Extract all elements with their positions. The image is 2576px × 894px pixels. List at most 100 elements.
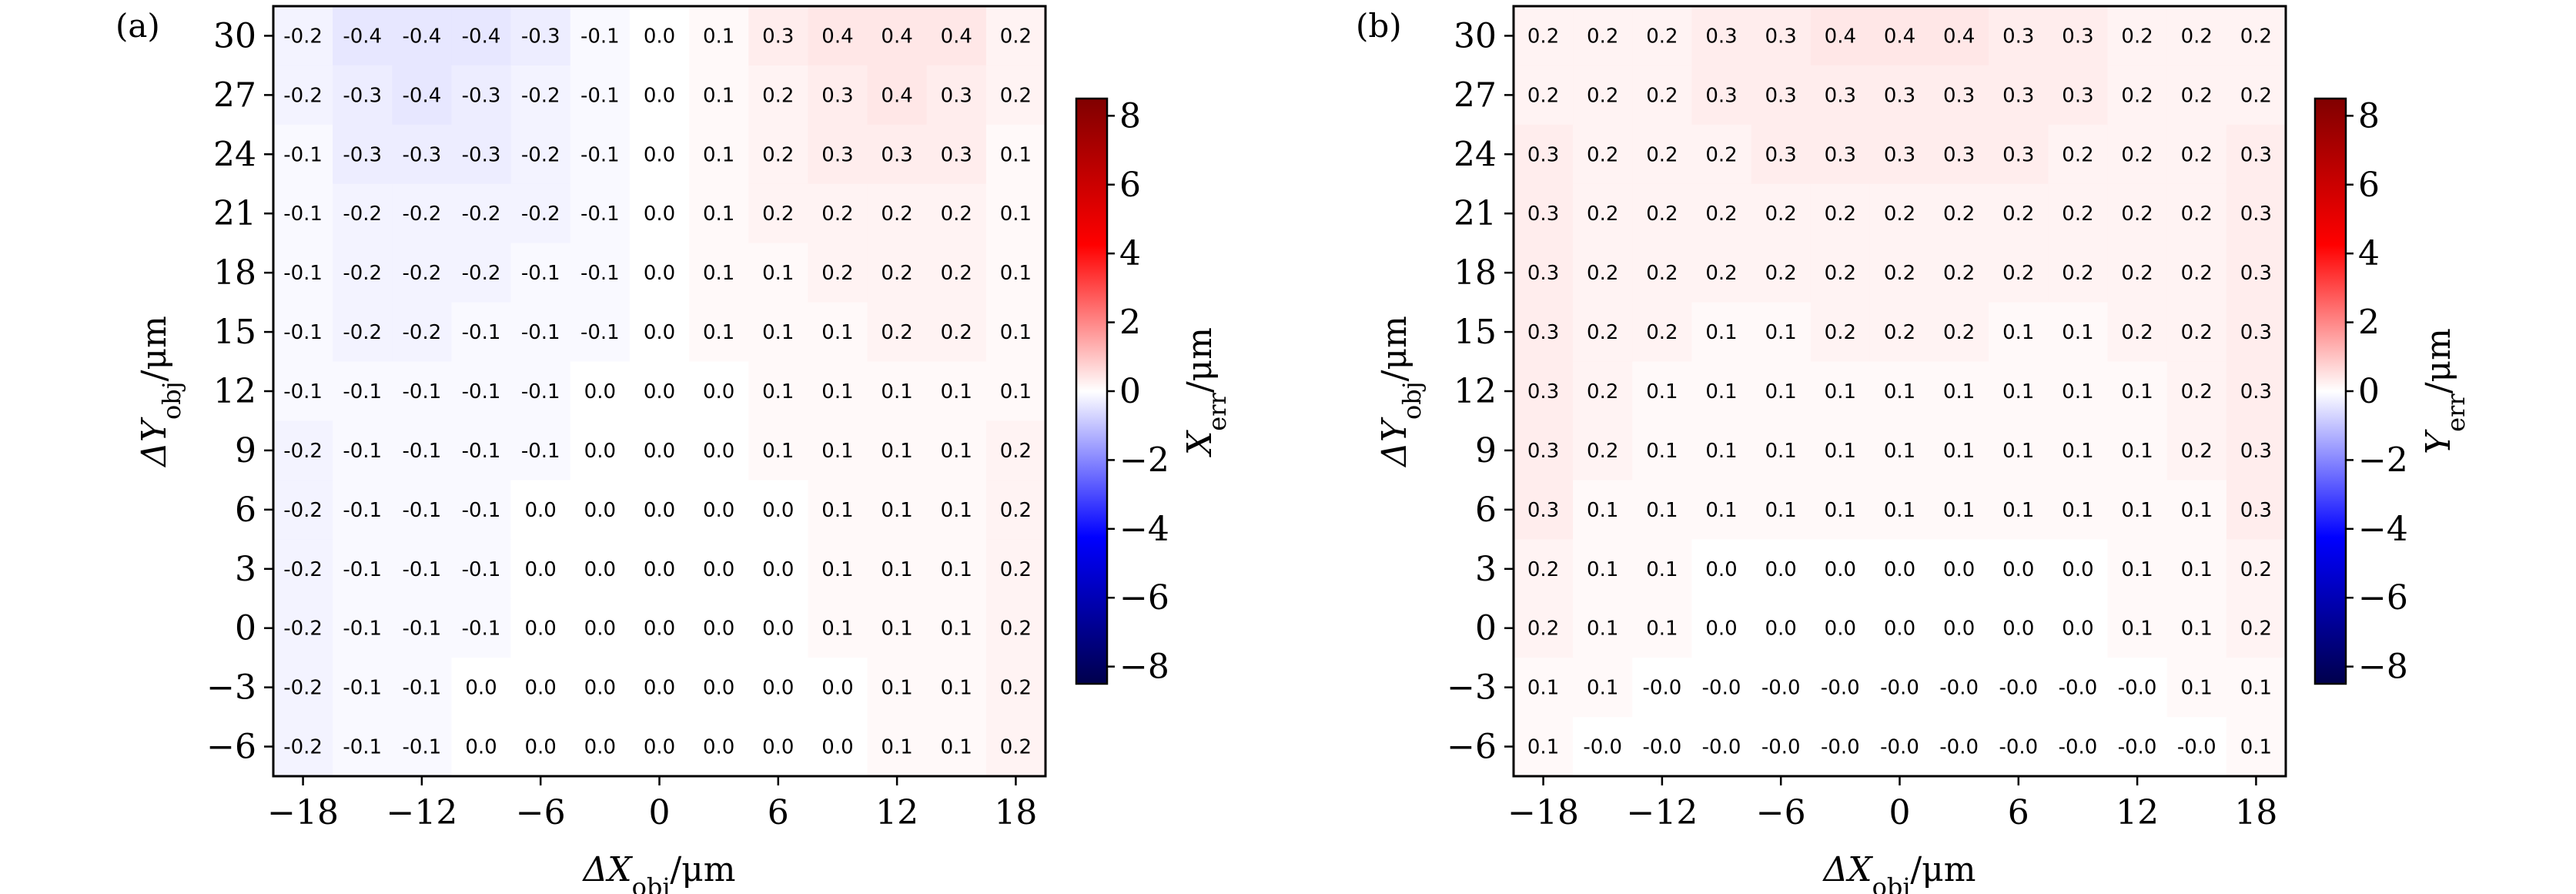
cell-value-label: 0.2	[2121, 84, 2153, 107]
cell-value-label: 0.1	[2121, 618, 2153, 641]
cell-value-label: 0.1	[821, 618, 853, 641]
heatmap-cell	[1869, 302, 1930, 363]
cell-value-label: 0.2	[1646, 25, 1678, 48]
colorbar-tick-label: −8	[1119, 648, 1169, 687]
heatmap-cell	[2166, 361, 2227, 421]
cell-value-label: -0.1	[580, 262, 620, 285]
heatmap-cell	[808, 480, 868, 540]
cell-value-label: -0.4	[403, 84, 442, 107]
heatmap-cell	[2048, 658, 2109, 718]
heatmap-cell	[1751, 361, 1812, 421]
heatmap-cell	[273, 124, 333, 185]
cell-value-label: -0.1	[580, 84, 620, 107]
heatmap-cell	[1573, 243, 1633, 303]
cell-value-label: 0.0	[1705, 618, 1737, 641]
cell-value-label: -0.2	[283, 440, 323, 463]
heatmap-cell	[510, 598, 571, 658]
heatmap-cell	[1869, 480, 1930, 540]
cell-value-label: 0.2	[2181, 321, 2213, 344]
heatmap-cell	[451, 717, 512, 777]
heatmap-cell	[985, 243, 1046, 303]
colorbar-tick-label: 0	[1119, 372, 1141, 411]
heatmap-cell	[985, 302, 1046, 363]
colorbar-tick-label: 8	[2358, 96, 2380, 136]
cell-value-label: 0.1	[2240, 677, 2272, 700]
cell-value-label: 0.2	[1527, 558, 1559, 581]
heatmap-cell	[689, 658, 749, 718]
x-tick-label: 12	[875, 793, 918, 832]
heatmap-cell	[392, 361, 452, 421]
heatmap-cell	[748, 658, 808, 718]
cell-value-label: 0.2	[1646, 84, 1678, 107]
heatmap-cell	[392, 420, 452, 480]
x-tick-label: 18	[2234, 793, 2277, 832]
heatmap-cell	[629, 183, 690, 244]
cell-value-label: 0.3	[2002, 143, 2034, 166]
cell-value-label: 0.3	[1825, 143, 1856, 166]
cell-value-label: 0.2	[2181, 380, 2213, 403]
heatmap-cell	[1573, 183, 1633, 244]
cell-value-label: 0.0	[644, 736, 675, 759]
heatmap-cell	[570, 480, 631, 540]
heatmap-cell	[333, 539, 393, 599]
heatmap-cell	[1632, 480, 1692, 540]
cell-value-label: 0.1	[1646, 440, 1678, 463]
cell-value-label: 0.1	[2121, 499, 2153, 522]
cell-value-label: 0.0	[644, 84, 675, 107]
heatmap-cell	[867, 243, 928, 303]
cell-value-label: 0.1	[1825, 440, 1856, 463]
cell-value-label: 0.0	[821, 677, 853, 700]
cell-value-label: -0.1	[580, 25, 620, 48]
heatmap-cell	[1691, 598, 1752, 658]
heatmap-cell	[1989, 598, 2049, 658]
x-tick-label: 6	[768, 793, 789, 832]
cell-value-label: 0.1	[703, 25, 734, 48]
heatmap-cell	[808, 302, 868, 363]
heatmap-cell	[2226, 717, 2287, 777]
cell-value-label: -0.1	[343, 499, 382, 522]
cell-value-label: 0.2	[1527, 25, 1559, 48]
colorbar-tick-label: −2	[1119, 440, 1169, 480]
x-axis-label: ΔXobj/μm	[582, 850, 736, 894]
heatmap-cell	[748, 539, 808, 599]
heatmap-cell	[510, 124, 571, 185]
cell-value-label: -0.0	[1999, 677, 2038, 700]
heatmap-cell	[2107, 183, 2168, 244]
cell-value-label: 0.1	[1705, 321, 1737, 344]
heatmap-cell	[1573, 65, 1633, 126]
heatmap-cell	[273, 183, 333, 244]
cell-value-label: 0.2	[762, 143, 794, 166]
cell-value-label: 0.0	[465, 677, 497, 700]
heatmap-cell	[867, 717, 928, 777]
heatmap-cell	[985, 539, 1046, 599]
cell-value-label: 0.0	[584, 380, 616, 403]
cell-value-label: 0.1	[1943, 380, 1975, 403]
heatmap-cell	[333, 243, 393, 303]
cell-value-label: 0.2	[1000, 25, 1032, 48]
cell-value-label: 0.3	[1527, 321, 1559, 344]
cell-value-label: -0.2	[283, 499, 323, 522]
cell-value-label: 0.0	[1884, 558, 1915, 581]
colorbar-tick-label: −4	[2358, 510, 2408, 549]
cell-value-label: -0.1	[343, 618, 382, 641]
heatmap-cell	[1514, 717, 1574, 777]
heatmap-cell	[1632, 302, 1692, 363]
cell-value-label: 0.0	[703, 558, 734, 581]
heatmap-cell	[1810, 539, 1871, 599]
cell-value-label: 0.0	[1765, 618, 1797, 641]
cell-value-label: 0.3	[1527, 262, 1559, 285]
heatmap-cell	[1573, 658, 1633, 718]
heatmap-cell	[985, 658, 1046, 718]
heatmap-cell	[273, 658, 333, 718]
cell-value-label: 0.2	[1884, 321, 1915, 344]
cell-value-label: 0.1	[881, 677, 912, 700]
heatmap-cell	[867, 302, 928, 363]
cell-value-label: 0.2	[1000, 440, 1032, 463]
heatmap-cell	[1989, 6, 2049, 66]
y-tick-label: −3	[1447, 668, 1497, 708]
cell-value-label: -0.1	[521, 321, 560, 344]
cell-value-label: 0.1	[1587, 677, 1618, 700]
cell-value-label: 0.0	[1825, 618, 1856, 641]
heatmap-cell	[1632, 243, 1692, 303]
cell-value-label: 0.3	[1705, 25, 1737, 48]
